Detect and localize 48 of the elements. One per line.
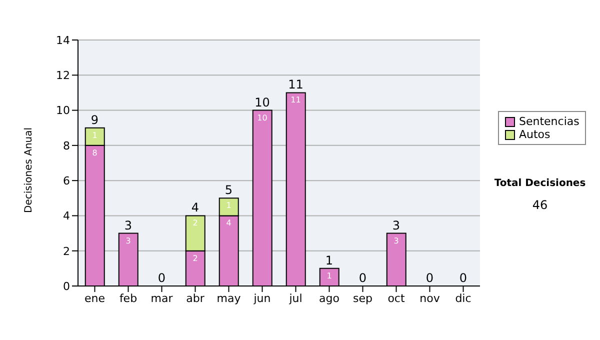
x-tick-label: abr	[186, 292, 205, 305]
total-label: 1	[325, 253, 334, 268]
total-label: 0	[158, 271, 166, 285]
total-label: 0	[358, 271, 367, 285]
y-tick-label: 12	[56, 69, 70, 82]
data-label: 2	[192, 218, 198, 228]
y-tick-label: 0	[63, 280, 70, 293]
total-label: 0	[459, 271, 468, 285]
data-label: 3	[394, 236, 399, 246]
data-label: 8	[92, 148, 98, 158]
legend-label: Sentencias	[519, 115, 580, 128]
total-label: 9	[90, 112, 99, 127]
x-tick-label: dic	[455, 292, 472, 305]
total-label: 3	[124, 218, 132, 232]
total-label: 0	[426, 271, 434, 285]
data-label: 10	[257, 113, 268, 122]
x-tick-label: jun	[252, 292, 271, 305]
y-tick-label: 10	[56, 104, 70, 118]
total-label: 4	[191, 200, 200, 215]
x-tick-label: mar	[150, 292, 174, 305]
x-tick-label: ene	[84, 292, 106, 305]
x-tick-label: sep	[353, 292, 373, 305]
y-tick-label: 6	[63, 174, 70, 188]
x-tick-label: may	[216, 292, 242, 305]
data-label: 1	[92, 130, 98, 140]
total-label: 3	[392, 218, 400, 232]
y-tick-label: 14	[56, 34, 70, 47]
data-label: 3	[126, 236, 131, 246]
x-tick-label: oct	[388, 292, 406, 305]
y-axis-title: Decisiones Anual	[24, 127, 35, 213]
x-tick-label: feb	[119, 292, 138, 305]
text: Total Decisiones	[493, 178, 587, 189]
total-label: 10	[254, 95, 270, 110]
x-tick-label: nov	[420, 292, 440, 305]
y-tick-label: 8	[63, 139, 70, 152]
total-label: 11	[288, 78, 304, 92]
total-label: 5	[224, 183, 233, 198]
data-label: 4	[226, 218, 232, 228]
text: 46	[531, 198, 549, 212]
y-tick-label: 4	[63, 210, 70, 223]
x-tick-label: ago	[319, 292, 340, 305]
data-label: 11	[290, 96, 301, 105]
data-label: 1	[326, 271, 332, 280]
data-label: 2	[192, 254, 198, 263]
data-label: 1	[226, 201, 232, 210]
legend-label: Autos	[519, 128, 550, 141]
x-tick-label: jul	[288, 292, 302, 305]
y-tick-label: 2	[63, 244, 70, 258]
